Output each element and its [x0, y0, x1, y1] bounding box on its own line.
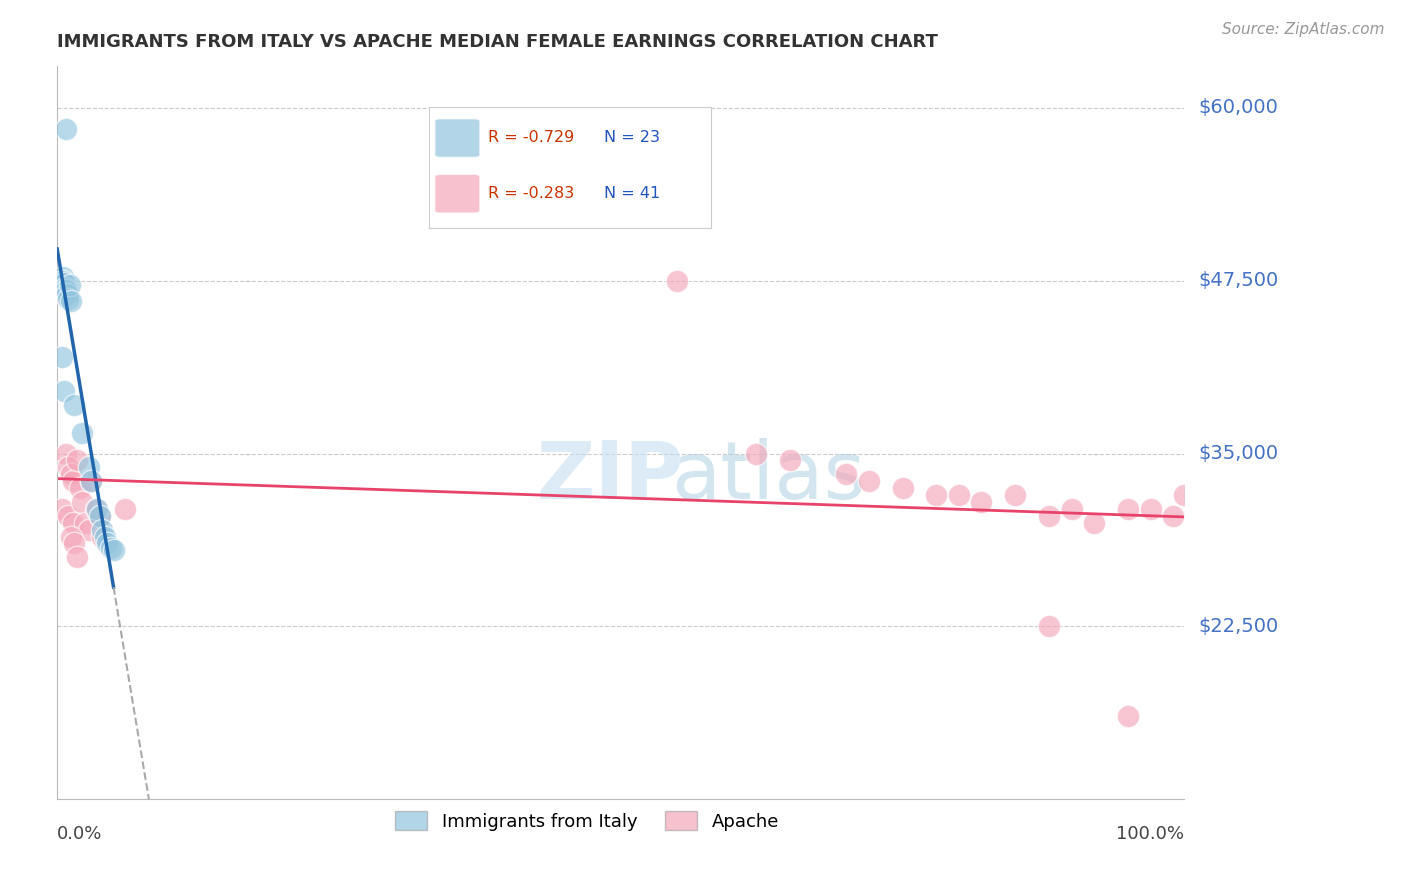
Point: [891, 481, 914, 495]
Point: [114, 501, 136, 516]
Point: [52, 274, 75, 288]
Point: [70, 495, 93, 509]
Point: [53, 280, 76, 294]
Point: [1116, 501, 1139, 516]
Point: [70, 425, 93, 440]
Point: [80, 474, 103, 488]
Point: [89, 508, 111, 523]
Point: [103, 543, 125, 558]
Point: [59, 529, 82, 543]
Point: [66, 453, 89, 467]
Point: [1161, 508, 1184, 523]
Point: [1060, 501, 1083, 516]
Point: [745, 446, 768, 460]
Point: [86, 501, 108, 516]
Point: [84, 501, 107, 516]
Point: [779, 453, 801, 467]
Point: [58, 460, 80, 475]
Point: [55, 121, 77, 136]
Point: [91, 523, 114, 537]
Point: [63, 398, 86, 412]
Point: [1038, 508, 1060, 523]
Point: [58, 508, 80, 523]
Point: [100, 541, 122, 555]
Point: [89, 508, 111, 523]
Point: [858, 474, 880, 488]
Text: atlas: atlas: [672, 438, 866, 516]
Point: [925, 488, 948, 502]
Point: [1004, 488, 1026, 502]
Legend: Immigrants from Italy, Apache: Immigrants from Italy, Apache: [388, 804, 786, 838]
Point: [1139, 501, 1161, 516]
Point: [62, 516, 84, 530]
Point: [970, 495, 993, 509]
Point: [55, 446, 77, 460]
Point: [80, 474, 103, 488]
Text: $22,500: $22,500: [1198, 617, 1278, 636]
Point: [52, 384, 75, 399]
Point: [69, 481, 91, 495]
Text: 100.0%: 100.0%: [1116, 825, 1184, 843]
Point: [77, 460, 100, 475]
Point: [59, 467, 82, 482]
Point: [1116, 709, 1139, 723]
Point: [91, 529, 114, 543]
Point: [75, 516, 97, 530]
Point: [56, 287, 79, 301]
Point: [835, 467, 858, 482]
Text: $47,500: $47,500: [1198, 271, 1278, 290]
Point: [58, 277, 80, 292]
Point: [1038, 619, 1060, 633]
Text: $60,000: $60,000: [1198, 98, 1278, 117]
Point: [48, 280, 70, 294]
Point: [51, 350, 73, 364]
Point: [66, 550, 89, 565]
Point: [948, 488, 970, 502]
Point: [51, 501, 73, 516]
Text: IMMIGRANTS FROM ITALY VS APACHE MEDIAN FEMALE EARNINGS CORRELATION CHART: IMMIGRANTS FROM ITALY VS APACHE MEDIAN F…: [58, 33, 938, 51]
Point: [93, 529, 115, 543]
Point: [52, 269, 75, 284]
Point: [666, 274, 689, 288]
Point: [58, 292, 80, 306]
Point: [63, 536, 86, 550]
Point: [1173, 488, 1195, 502]
Text: 0.0%: 0.0%: [58, 825, 103, 843]
Point: [59, 294, 82, 309]
Text: $35,000: $35,000: [1198, 444, 1278, 463]
Point: [55, 283, 77, 297]
Text: Source: ZipAtlas.com: Source: ZipAtlas.com: [1222, 22, 1385, 37]
Point: [52, 287, 75, 301]
Text: ZIP: ZIP: [536, 438, 683, 516]
Point: [96, 536, 118, 550]
Point: [1083, 516, 1105, 530]
Point: [52, 277, 75, 291]
Point: [62, 474, 84, 488]
Point: [77, 523, 100, 537]
